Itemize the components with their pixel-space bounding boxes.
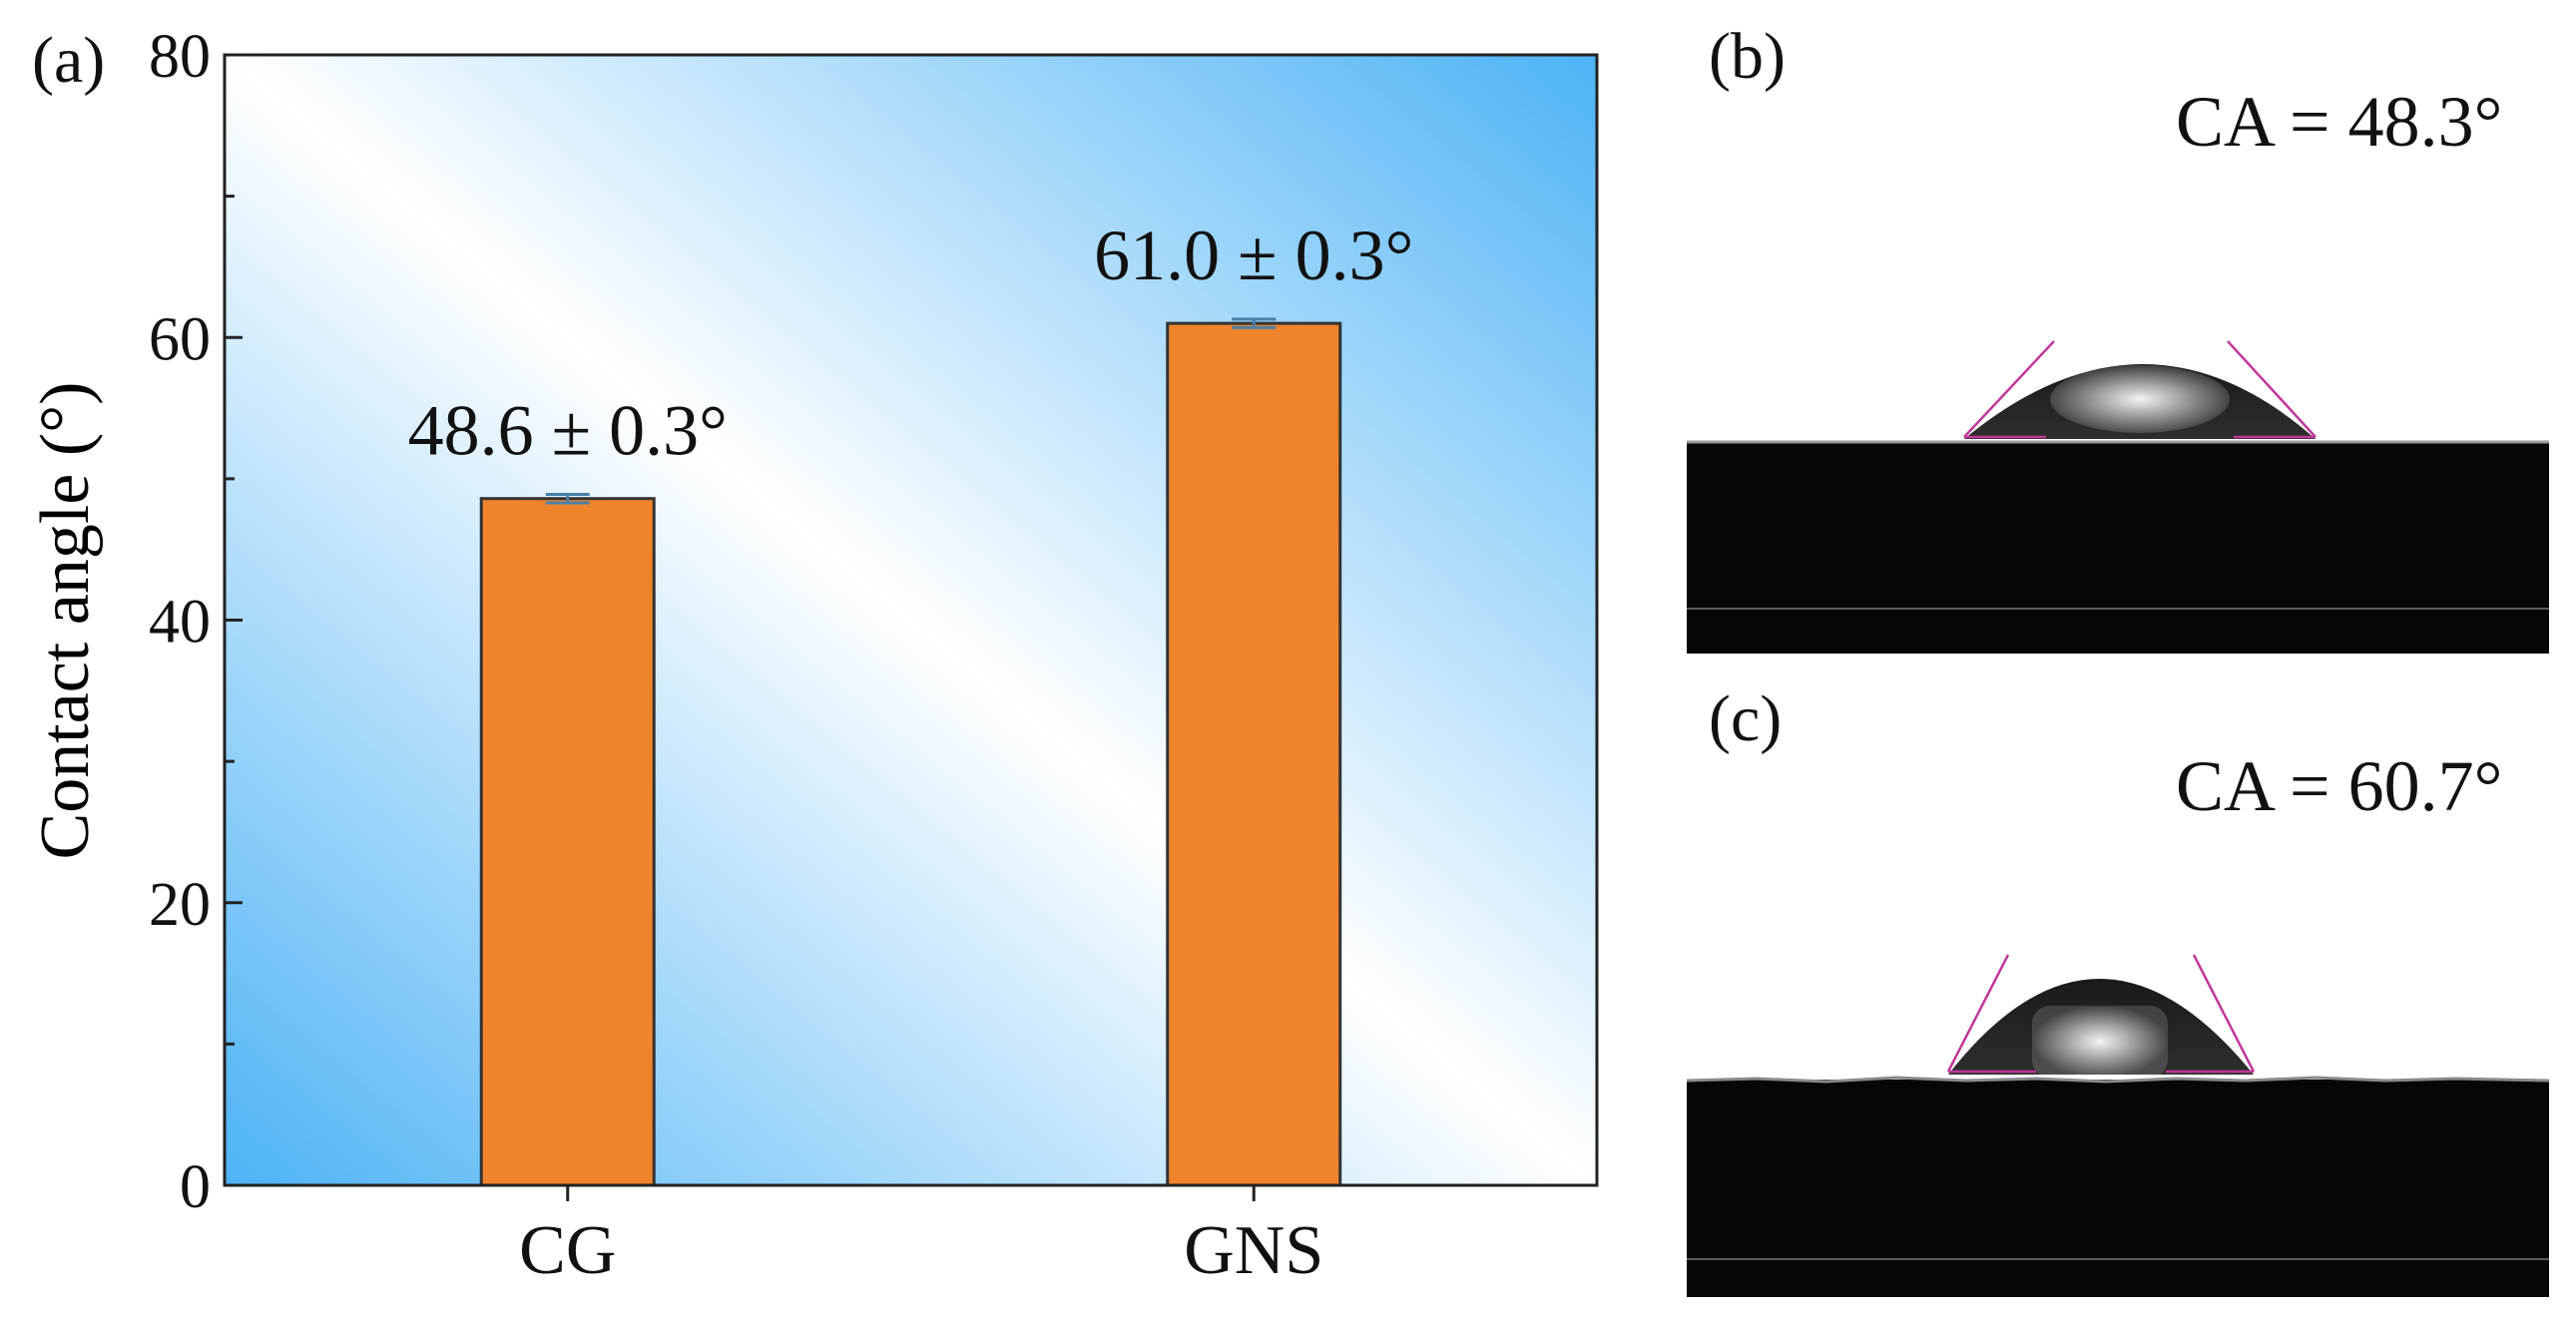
data-label-cg: 48.6 ± 0.3° (408, 391, 728, 471)
photo-b-substrate (1687, 441, 2549, 654)
y-tick-label-40: 40 (149, 589, 211, 657)
error-bars (545, 317, 1277, 505)
photo-c-tangent-right (2192, 954, 2256, 1073)
y-tick-label-60: 60 (149, 305, 211, 373)
x-tick-label-cg: CG (519, 1212, 616, 1289)
photo-c-substrate-edge (1686, 1076, 2550, 1084)
y-tick-label-20: 20 (149, 871, 211, 939)
x-tick-label-gns: GNS (1184, 1212, 1323, 1289)
bar-gns (1166, 321, 1342, 1187)
photo-b-droplet-highlight (2050, 365, 2230, 433)
y-axis: 0 20 40 60 80 (149, 23, 243, 1221)
bar-cg (479, 497, 656, 1187)
x-axis: CG GNS (519, 1185, 1323, 1289)
panel-c-label: (c) (1709, 682, 1783, 755)
droplet-photo-b (1687, 340, 2549, 654)
y-tick-label-80: 80 (149, 23, 211, 91)
droplet-photo-c (1686, 954, 2550, 1297)
photo-c-substrate (1687, 1080, 2549, 1297)
y-tick-label-0: 0 (180, 1153, 211, 1221)
y-axis-label: Contact angle (°) (27, 382, 104, 860)
photo-c-droplet-highlight (2032, 1006, 2168, 1078)
photo-c-tangent-left (1946, 954, 2010, 1073)
plot-background (225, 55, 1597, 1185)
bar-chart: 0 20 40 60 80 CG GNS 48.6 ± 0.3° 61.0 ± 0.3° C… (27, 23, 1599, 1289)
data-label-gns: 61.0 ± 0.3° (1094, 216, 1413, 295)
panel-a-label: (a) (32, 24, 106, 97)
panel-c-contact-angle: CA = 60.7° (2176, 746, 2503, 826)
panel-b-label: (b) (1709, 20, 1786, 93)
photo-b-tangent-left (1963, 340, 2055, 438)
panel-b-contact-angle: CA = 48.3° (2176, 82, 2503, 162)
photo-b-tangent-right (2227, 340, 2317, 438)
data-labels: 48.6 ± 0.3° 61.0 ± 0.3° (408, 216, 1414, 471)
